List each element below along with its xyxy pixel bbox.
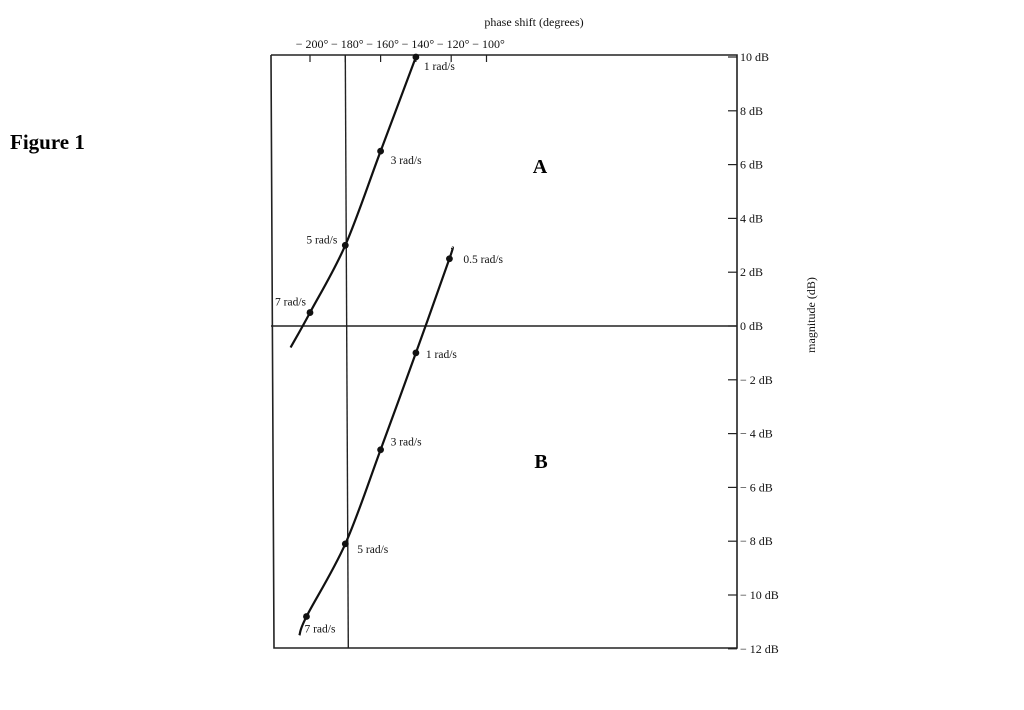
y-tick-label: 8 dB — [740, 104, 763, 118]
y-tick-label: 0 dB — [740, 319, 763, 333]
x-tick-label: − 120° — [437, 37, 470, 51]
x-tick-label: − 140° — [402, 37, 435, 51]
reference-line-minus-180 — [344, 54, 349, 649]
data-point — [412, 53, 420, 61]
figure-label: Figure 1 — [10, 130, 85, 154]
curve-a — [289, 56, 417, 349]
data-point — [377, 446, 384, 454]
y-tick-label: 2 dB — [740, 265, 763, 279]
curve-b — [298, 246, 454, 636]
point-label: 7 rad/s — [275, 297, 307, 309]
curve-names: AB — [533, 156, 548, 473]
point-label: 5 rad/s — [306, 234, 338, 246]
point-label: 3 rad/s — [391, 155, 423, 167]
x-tick-label: − 160° — [366, 37, 399, 51]
x-tick-label: − 200° — [296, 37, 329, 51]
data-point — [341, 241, 349, 249]
point-label: 0.5 rad/s — [463, 254, 503, 266]
data-point — [446, 255, 453, 263]
x-axis-title: phase shift (degrees) — [484, 15, 583, 29]
curve-label-b: B — [534, 451, 547, 473]
data-point — [341, 540, 349, 548]
point-label: 1 rad/s — [424, 61, 456, 73]
y-tick-label: 4 dB — [740, 211, 763, 225]
y-tick-label: 10 dB — [740, 50, 769, 64]
plot-border — [270, 54, 738, 649]
y-axis-title: magnitude (dB) — [804, 277, 818, 353]
data-points: 1 rad/s 3 rad/s 5 rad/s 7 rad/s 0.5 rad/s 1 r… — [275, 53, 504, 636]
curve-label-a: A — [533, 156, 548, 178]
reference-lines — [271, 54, 737, 649]
data-point — [303, 613, 310, 620]
x-tick-label: − 100° — [472, 37, 505, 51]
y-tick-label: − 8 dB — [740, 534, 773, 548]
data-point — [377, 147, 384, 155]
point-label: 5 rad/s — [357, 544, 389, 556]
y-tick-label: − 12 dB — [740, 642, 779, 656]
x-tick-label: − 180° — [331, 37, 364, 51]
plot-frame — [270, 54, 738, 649]
point-label: 1 rad/s — [426, 349, 458, 361]
y-tick-label: − 4 dB — [740, 427, 773, 441]
data-point — [412, 349, 420, 357]
point-label: 7 rad/s — [304, 624, 336, 636]
y-tick-label: 6 dB — [740, 158, 763, 172]
x-axis: − 200° − 180° − 160° − 140° − 120° − 100° — [296, 37, 505, 62]
data-point — [306, 309, 314, 316]
y-axis: 10 dB 8 dB 6 dB 4 dB 2 dB 0 dB − 2 dB − 4 dB − 6… — [728, 50, 779, 656]
y-tick-label: − 2 dB — [740, 373, 773, 387]
y-tick-label: − 6 dB — [740, 480, 773, 494]
y-tick-label: − 10 dB — [740, 588, 779, 602]
point-label: 3 rad/s — [391, 437, 423, 449]
